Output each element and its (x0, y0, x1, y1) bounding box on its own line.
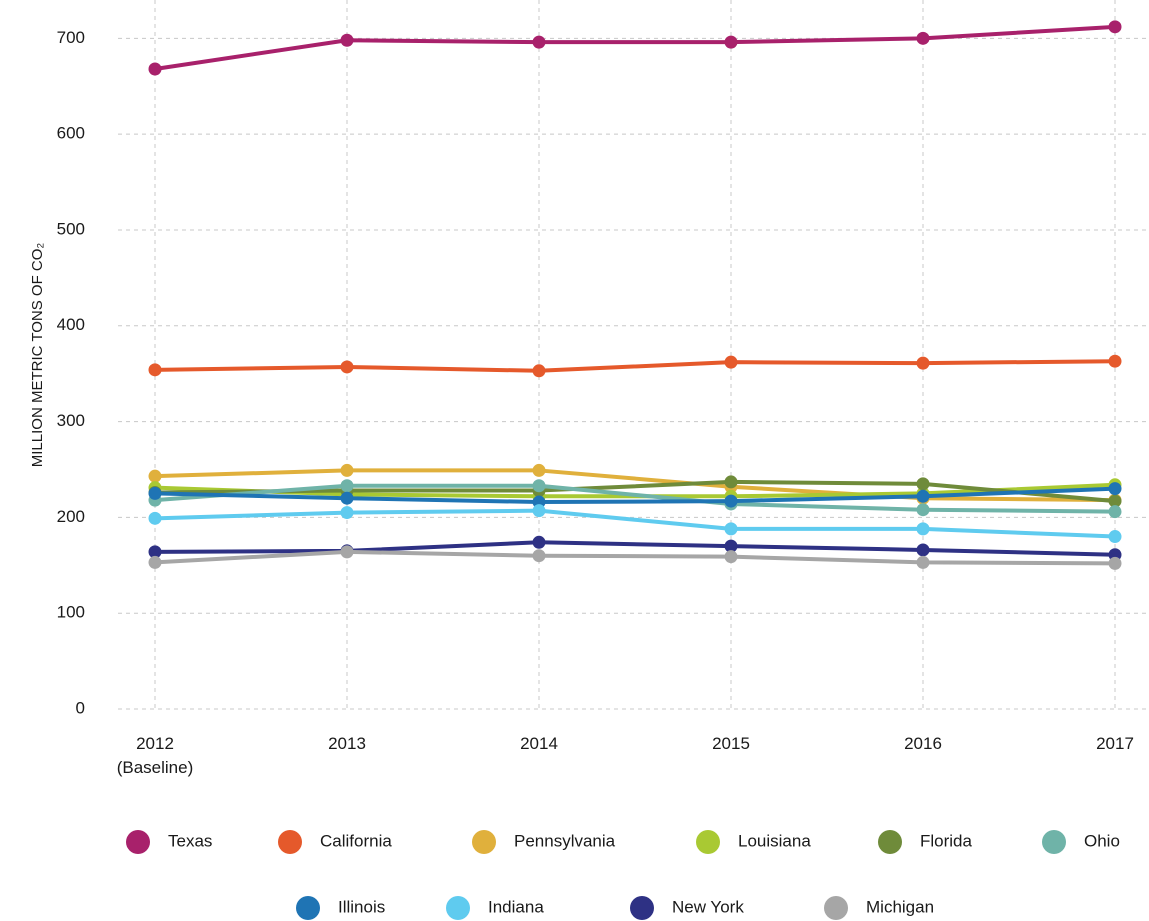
legend-label: California (320, 831, 392, 850)
data-point (532, 364, 546, 378)
data-point (148, 555, 162, 569)
data-point (148, 486, 162, 500)
data-point (340, 545, 354, 559)
legend-label: New York (672, 897, 744, 916)
y-axis-label: MILLION METRIC TONS OF CO₂ (29, 243, 46, 468)
x-tick-label: 2013 (328, 734, 366, 753)
legend-label: Ohio (1084, 831, 1120, 850)
data-point (916, 356, 930, 370)
legend-swatch (878, 830, 902, 854)
series-line (154, 479, 1116, 504)
data-point (724, 539, 738, 553)
x-tick-label: 2015 (712, 734, 750, 753)
legend-label: Indiana (488, 897, 544, 916)
data-point (532, 463, 546, 477)
data-point (916, 543, 930, 557)
y-tick-label: 600 (57, 124, 85, 143)
y-tick-label: 300 (57, 411, 85, 430)
data-point (532, 549, 546, 563)
series-line (154, 486, 1116, 505)
data-point (916, 503, 930, 517)
data-point (916, 522, 930, 536)
data-point (532, 535, 546, 549)
data-point (1108, 505, 1122, 519)
x-tick-label: 2012 (Baseline) (117, 734, 194, 777)
data-point (148, 511, 162, 525)
data-point (340, 479, 354, 493)
y-tick-label: 700 (57, 28, 85, 47)
x-tick-label: 2016 (904, 734, 942, 753)
y-tick-label: 200 (57, 507, 85, 526)
legend-label: Pennsylvania (514, 831, 616, 850)
x-tick-label: 2017 (1096, 734, 1134, 753)
legend-swatch (296, 896, 320, 920)
data-point (340, 360, 354, 374)
data-point (340, 463, 354, 477)
data-point (724, 35, 738, 49)
data-point (1108, 354, 1122, 368)
data-point (916, 31, 930, 45)
legend-swatch (696, 830, 720, 854)
series-line (154, 483, 1116, 514)
y-tick-label: 100 (57, 603, 85, 622)
data-point (148, 62, 162, 76)
legend-swatch (824, 896, 848, 920)
data-point (532, 35, 546, 49)
data-point (724, 475, 738, 489)
x-tick-label: 2014 (520, 734, 558, 753)
legend-label: Louisiana (738, 831, 811, 850)
data-point (724, 550, 738, 564)
legend-label: Florida (920, 831, 973, 850)
series-line (154, 508, 1116, 539)
legend-label: Illinois (338, 897, 385, 916)
y-tick-label: 0 (76, 698, 85, 717)
data-point (916, 489, 930, 503)
data-point (532, 504, 546, 518)
data-point (148, 545, 162, 559)
legend-swatch (630, 896, 654, 920)
data-point (340, 491, 354, 505)
y-tick-label: 500 (57, 219, 85, 238)
data-point (724, 355, 738, 369)
data-point (1108, 482, 1122, 496)
data-point (1108, 20, 1122, 34)
legend-label: Michigan (866, 897, 934, 916)
series-line (154, 468, 1116, 503)
legend-swatch (278, 830, 302, 854)
data-point (340, 506, 354, 520)
legend-swatch (472, 830, 496, 854)
data-point (532, 479, 546, 493)
data-point (1108, 556, 1122, 570)
legend-swatch (1042, 830, 1066, 854)
data-point (724, 522, 738, 536)
data-point (1108, 530, 1122, 544)
series-line (154, 359, 1116, 373)
legend-swatch (446, 896, 470, 920)
legend-swatch (126, 830, 150, 854)
y-tick-label: 400 (57, 315, 85, 334)
legend-label: Texas (168, 831, 212, 850)
data-point (1108, 494, 1122, 508)
data-point (916, 477, 930, 491)
series-line (154, 540, 1116, 557)
series-line (154, 24, 1116, 71)
series-line (154, 549, 1116, 566)
data-point (916, 555, 930, 569)
data-point (148, 363, 162, 377)
data-point (724, 494, 738, 508)
data-point (148, 469, 162, 483)
data-point (340, 33, 354, 47)
